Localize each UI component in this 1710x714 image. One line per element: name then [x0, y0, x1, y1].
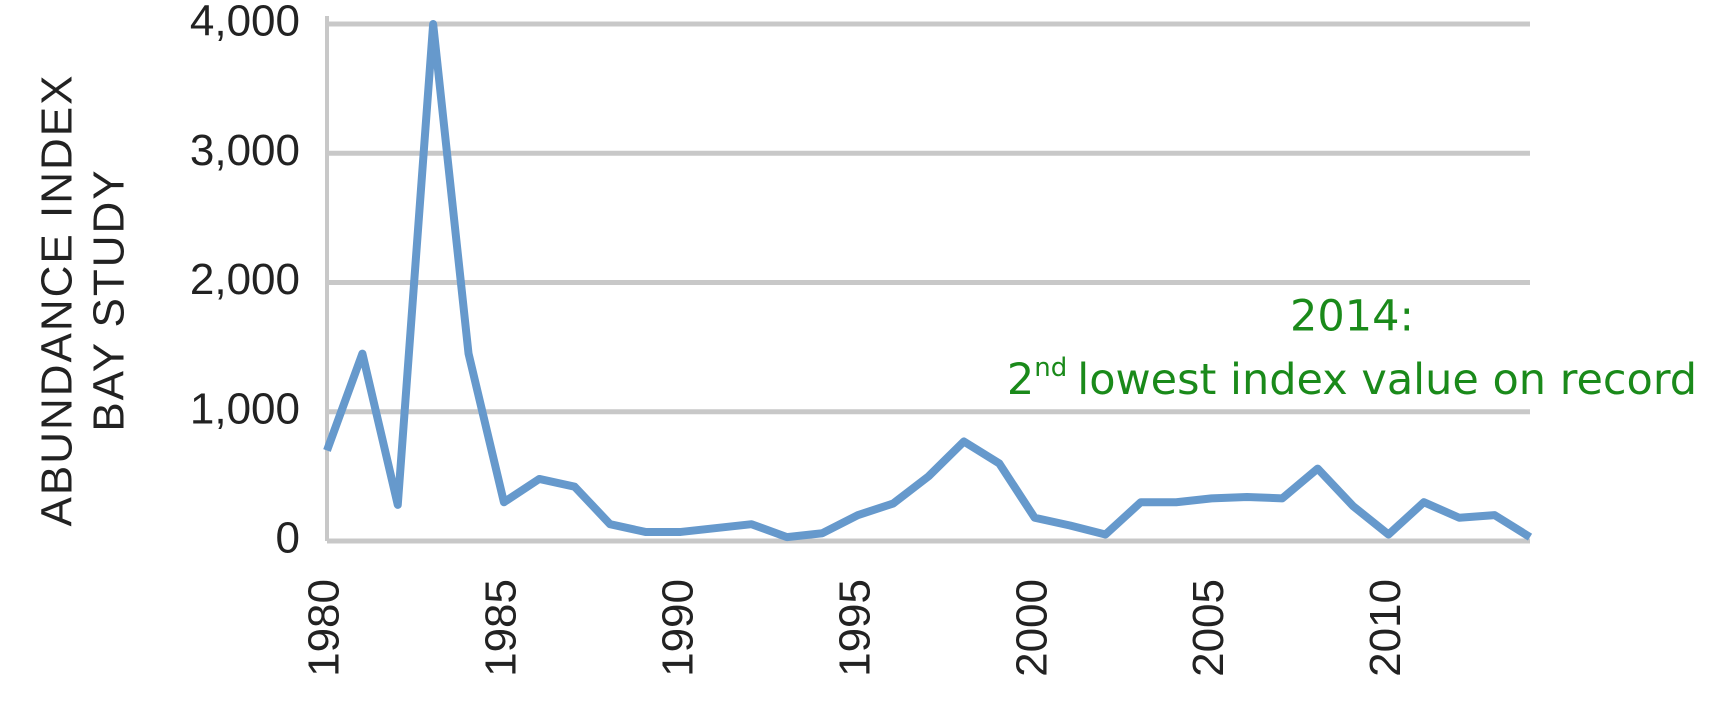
x-tick-label: 2000	[1007, 579, 1056, 677]
annotation: 2014:	[1290, 292, 1414, 342]
x-tick-label: 2010	[1361, 579, 1410, 677]
annotation: 2nd lowest index value on record	[1007, 353, 1697, 405]
y-tick-label: 2,000	[190, 255, 300, 304]
x-tick-label: 1990	[653, 579, 702, 677]
x-tick-label: 2005	[1184, 579, 1233, 677]
annotation: lowest index value on record	[1077, 355, 1697, 405]
x-tick-label: 1995	[830, 579, 879, 677]
y-axis-title: BAY STUDY	[85, 168, 134, 431]
y-tick-label: 4,000	[190, 0, 300, 46]
y-axis-title: ABUNDANCE INDEX	[33, 74, 82, 527]
x-tick-label: 1985	[477, 579, 526, 677]
y-tick-label: 0	[276, 514, 300, 563]
y-tick-label: 3,000	[190, 126, 300, 175]
annotation: nd	[1034, 353, 1067, 383]
data-line	[323, 20, 1533, 542]
y-tick-label: 1,000	[190, 384, 300, 433]
x-tick-label: 1980	[300, 579, 349, 677]
annotation: 2	[1007, 355, 1034, 405]
